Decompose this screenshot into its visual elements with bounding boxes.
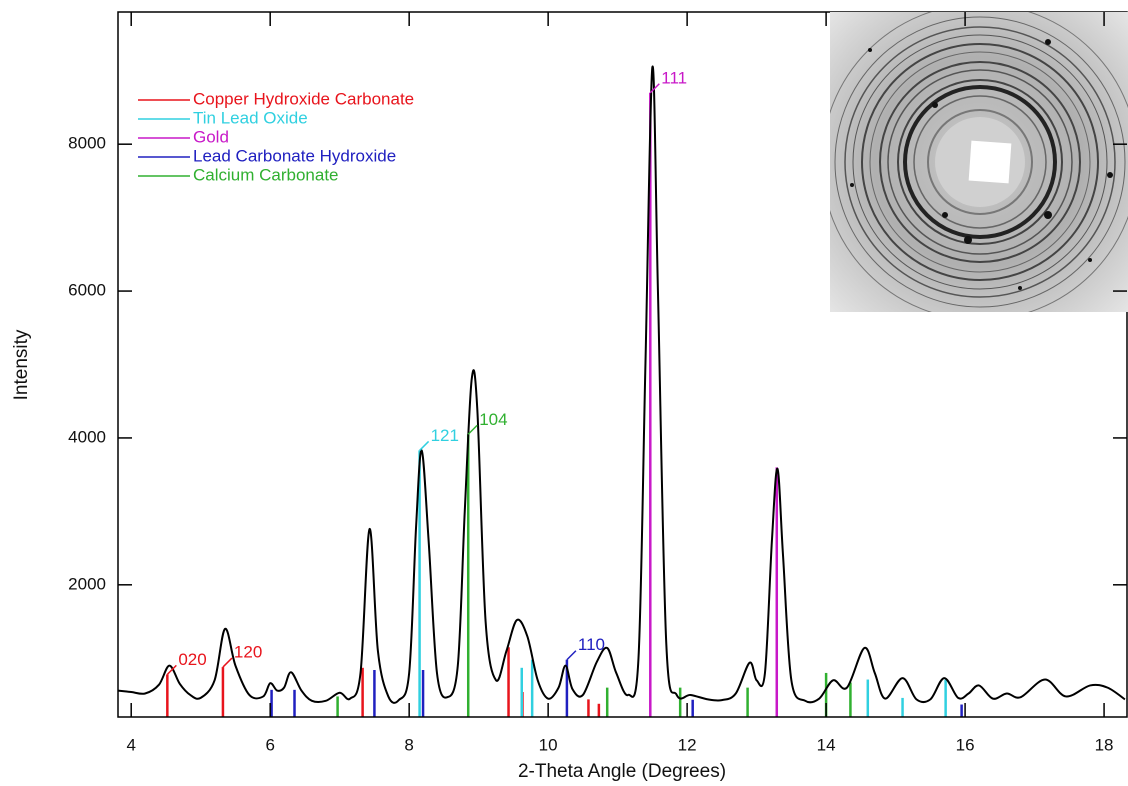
x-axis-label: 2-Theta Angle (Degrees) [518, 761, 726, 782]
y-tick-label: 8000 [68, 134, 106, 153]
y-tick-label: 2000 [68, 574, 106, 593]
x-tick-label: 16 [956, 735, 975, 754]
x-tick-label: 4 [126, 735, 135, 754]
x-tick-label: 12 [678, 735, 697, 754]
x-tick-label: 6 [265, 735, 274, 754]
legend-label: Calcium Carbonate [193, 165, 339, 184]
annotation-label: 121 [431, 426, 459, 445]
annotation-leader [420, 441, 429, 450]
y-axis-label: Intensity [11, 329, 32, 400]
legend-label: Lead Carbonate Hydroxide [193, 146, 396, 165]
legend-label: Tin Lead Oxide [193, 108, 308, 127]
annotation-leader [567, 651, 576, 660]
x-tick-label: 10 [539, 735, 558, 754]
chart: 2-Theta Angle (Degrees) Intensity 4 6 8 10 1… [0, 0, 1128, 786]
y-tick-label: 4000 [68, 427, 106, 446]
x-tick-label: 18 [1095, 735, 1114, 754]
annotation-label: 104 [479, 410, 507, 429]
annotation-label: 020 [178, 650, 206, 669]
diffraction-image [822, 4, 1128, 320]
legend-label: Copper Hydroxide Carbonate [193, 89, 414, 108]
annotation-label: 111 [661, 68, 687, 87]
annotation-label: 120 [234, 643, 262, 662]
legend-label: Gold [193, 127, 229, 146]
y-tick-label: 6000 [68, 281, 106, 300]
x-tick-label: 8 [404, 735, 413, 754]
annotation-label: 110 [578, 635, 605, 654]
page: {"chart_data": { "type": "line", "x_labe… [0, 0, 1128, 786]
annotation-leader [223, 658, 232, 667]
x-tick-label: 14 [817, 735, 836, 754]
